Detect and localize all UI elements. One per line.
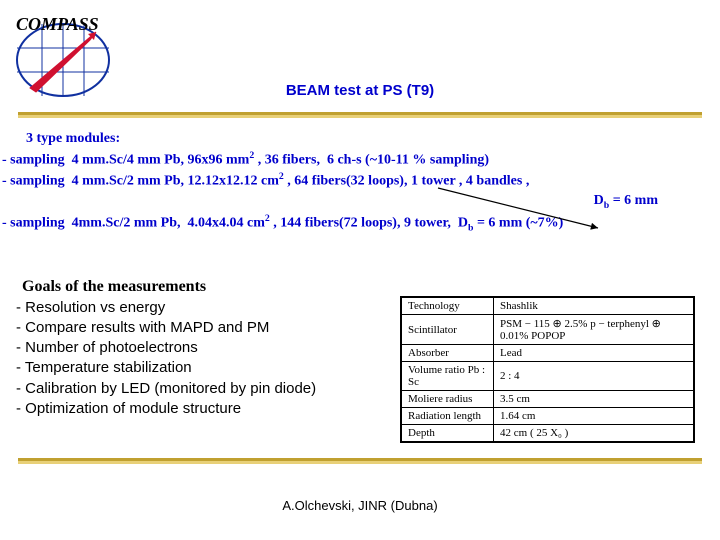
page-title: BEAM test at PS (T9) bbox=[0, 82, 720, 99]
table-row: Moliere radius3.5 cm bbox=[402, 391, 694, 408]
divider-top bbox=[18, 112, 702, 118]
table-row: TechnologyShashlik bbox=[402, 298, 694, 315]
table-row: Depth42 cm ( 25 X₀ ) bbox=[402, 425, 694, 442]
goals-header: Goals of the measurements bbox=[16, 276, 316, 298]
modules-block: 3 type modules: - sampling 4 mm.Sc/4 mm … bbox=[2, 130, 718, 235]
modules-line: - sampling 4 mm.Sc/2 mm Pb, 12.12x12.12 … bbox=[2, 170, 718, 192]
goals-item: - Resolution vs energy bbox=[16, 298, 316, 318]
modules-line: Db = 6 mm bbox=[2, 192, 718, 212]
modules-line: - sampling 4 mm.Sc/4 mm Pb, 96x96 mm2 , … bbox=[2, 149, 718, 171]
goals-item: - Number of photoelectrons bbox=[16, 338, 316, 358]
footer-credit: A.Olchevski, JINR (Dubna) bbox=[0, 498, 720, 513]
divider-bottom bbox=[18, 458, 702, 464]
goals-item: - Optimization of module structure bbox=[16, 399, 316, 419]
spec-table: TechnologyShashlik ScintillatorPSM − 115… bbox=[400, 296, 695, 443]
goals-item: - Temperature stabilization bbox=[16, 358, 316, 378]
goals-item: - Calibration by LED (monitored by pin d… bbox=[16, 379, 316, 399]
table-row: ScintillatorPSM − 115 ⊕ 2.5% p − terphen… bbox=[402, 315, 694, 345]
goals-block: Goals of the measurements - Resolution v… bbox=[16, 276, 316, 419]
modules-header: 3 type modules: bbox=[2, 130, 718, 149]
table-row: Radiation length1.64 cm bbox=[402, 408, 694, 425]
logo-text: COMPASS bbox=[16, 14, 99, 34]
table-row: AbsorberLead bbox=[402, 345, 694, 362]
goals-item: - Compare results with MAPD and PM bbox=[16, 318, 316, 338]
modules-line: - sampling 4mm.Sc/2 mm Pb, 4.04x4.04 cm2… bbox=[2, 212, 718, 235]
table-row: Volume ratio Pb : Sc2 : 4 bbox=[402, 362, 694, 391]
